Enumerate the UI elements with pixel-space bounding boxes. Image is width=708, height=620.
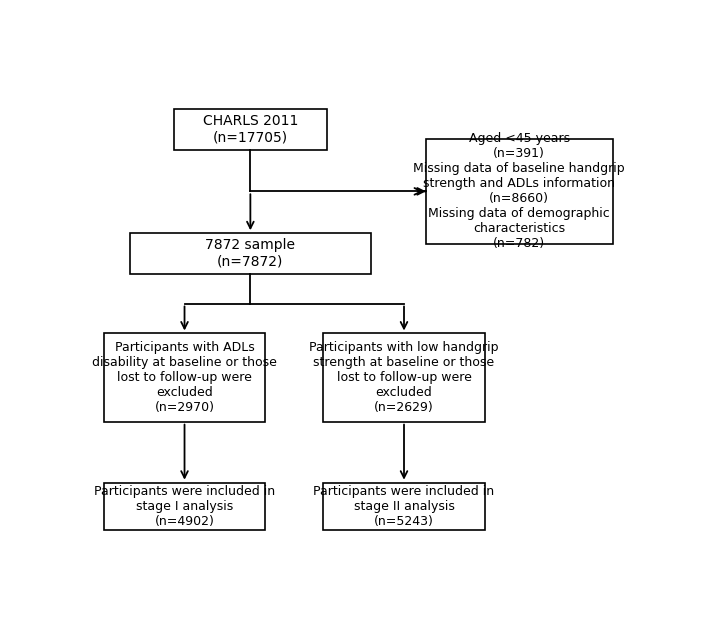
FancyBboxPatch shape [103,334,266,422]
Text: 7872 sample
(n=7872): 7872 sample (n=7872) [205,238,295,268]
FancyBboxPatch shape [323,482,485,530]
FancyBboxPatch shape [130,233,371,273]
FancyBboxPatch shape [426,139,612,244]
Text: Participants were included in
stage II analysis
(n=5243): Participants were included in stage II a… [314,485,495,528]
Text: Aged <45 years
(n=391)
Missing data of baseline handgrip
strength and ADLs infor: Aged <45 years (n=391) Missing data of b… [413,132,625,250]
Text: CHARLS 2011
(n=17705): CHARLS 2011 (n=17705) [202,114,298,144]
Text: Participants were included in
stage I analysis
(n=4902): Participants were included in stage I an… [94,485,275,528]
Text: Participants with low handgrip
strength at baseline or those
lost to follow-up w: Participants with low handgrip strength … [309,341,498,414]
Text: Participants with ADLs
disability at baseline or those
lost to follow-up were
ex: Participants with ADLs disability at bas… [92,341,277,414]
FancyBboxPatch shape [323,334,485,422]
FancyBboxPatch shape [103,482,266,530]
FancyBboxPatch shape [173,109,327,149]
